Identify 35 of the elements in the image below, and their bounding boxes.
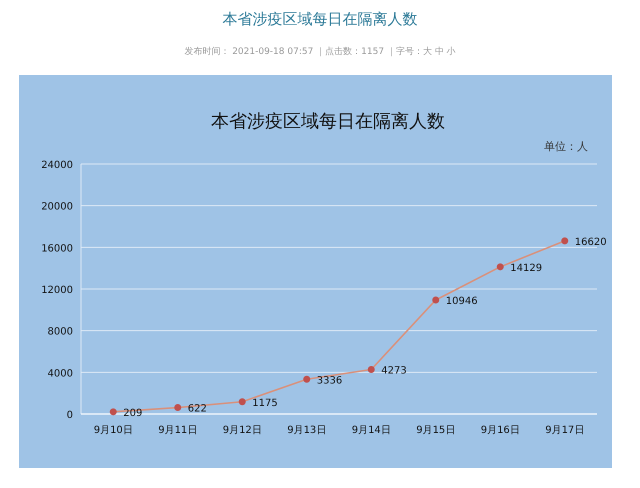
x-tick-label: 9月14日 bbox=[352, 425, 391, 436]
y-axis-title: 单位：人 bbox=[544, 140, 588, 153]
x-tick-label: 9月11日 bbox=[158, 425, 198, 436]
y-tick-label: 8000 bbox=[48, 326, 73, 338]
y-tick-label: 12000 bbox=[41, 285, 73, 296]
y-tick-label: 4000 bbox=[48, 368, 73, 380]
x-tick-label: 9月16日 bbox=[480, 425, 520, 436]
point bbox=[174, 404, 182, 412]
text: 本省涉疫区域每日在隔离人数 bbox=[222, 10, 418, 28]
x-tick-label: 9月13日 bbox=[287, 425, 326, 436]
y-tick-label: 0 bbox=[66, 410, 73, 421]
point bbox=[432, 296, 440, 304]
data-label: 209 bbox=[123, 408, 142, 419]
point bbox=[238, 398, 246, 406]
point bbox=[110, 408, 117, 416]
y-tick-label: 24000 bbox=[41, 160, 73, 171]
point bbox=[496, 263, 504, 270]
data-label: 3336 bbox=[316, 375, 342, 386]
x-tick-label: 9月15日 bbox=[416, 425, 456, 436]
data-label: 10946 bbox=[446, 296, 478, 307]
point bbox=[561, 237, 568, 244]
data-label: 622 bbox=[188, 404, 207, 415]
text: 发布时间： 2021-09-18 07:57 ｜点击数：1157 ｜字号：大 中 小 bbox=[184, 46, 456, 57]
x-tick-label: 9月12日 bbox=[222, 425, 262, 436]
point bbox=[368, 366, 375, 373]
x-tick-label: 9月17日 bbox=[545, 425, 584, 436]
y-tick-label: 20000 bbox=[41, 202, 73, 213]
y-tick-label: 16000 bbox=[41, 243, 73, 254]
data-label: 14129 bbox=[510, 262, 542, 274]
x-tick-label: 9月10日 bbox=[94, 425, 133, 436]
chart-title: 本省涉疫区域每日在隔离人数 bbox=[211, 111, 445, 132]
point bbox=[303, 376, 310, 383]
data-label: 16620 bbox=[574, 236, 607, 248]
data-label: 4273 bbox=[381, 365, 407, 376]
data-label: 1175 bbox=[252, 398, 278, 409]
